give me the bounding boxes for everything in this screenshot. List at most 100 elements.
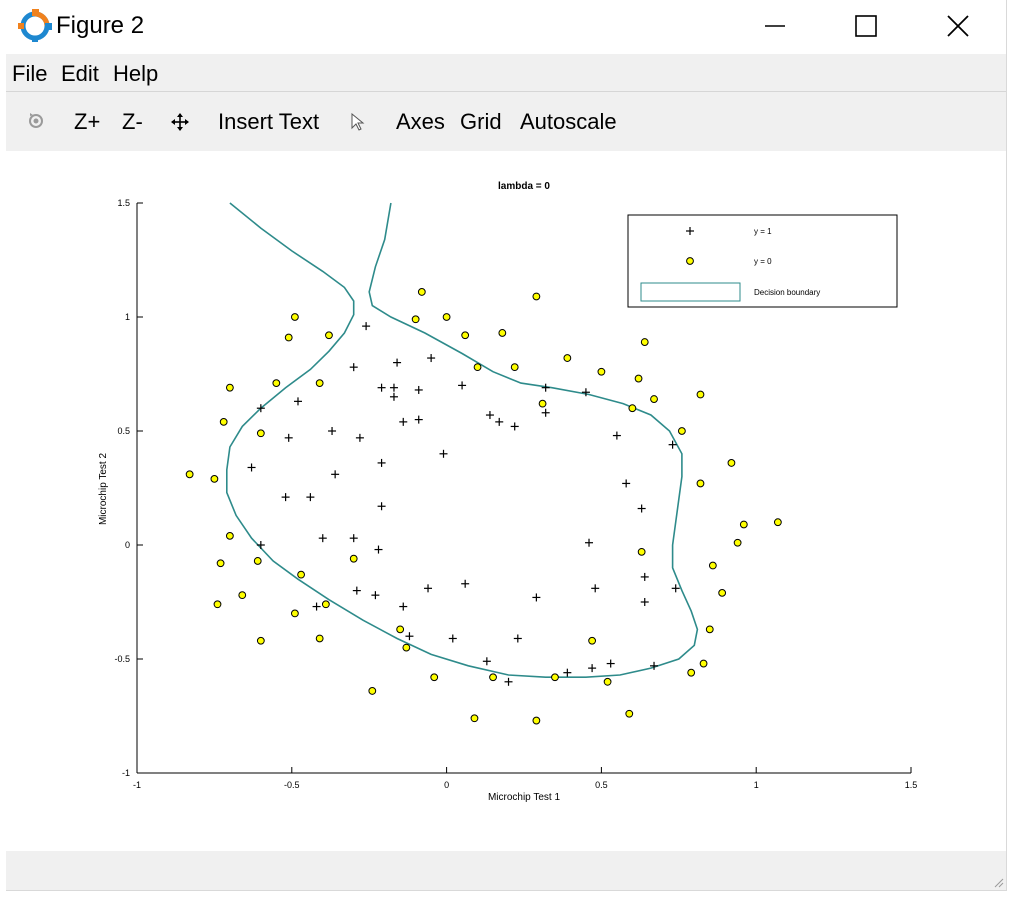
minimize-icon xyxy=(765,25,785,27)
pan-icon[interactable] xyxy=(170,112,190,132)
negative-point xyxy=(272,379,281,388)
menu-bar: File Edit Help xyxy=(6,54,1006,91)
close-icon xyxy=(947,15,969,37)
positive-point xyxy=(318,534,327,543)
positive-point xyxy=(671,584,680,593)
positive-point xyxy=(563,668,572,677)
positive-point xyxy=(606,659,615,668)
negative-point xyxy=(696,390,705,399)
positive-point xyxy=(461,579,470,588)
plot-area[interactable]: lambda = 0 Microchip Test 1 Microchip Te… xyxy=(6,151,1006,851)
negative-point xyxy=(634,374,643,383)
title-bar[interactable]: Figure 2 xyxy=(6,0,1006,54)
positive-point xyxy=(439,449,448,458)
y-tick-label: 1.5 xyxy=(117,198,130,208)
rotate-icon[interactable] xyxy=(27,112,45,130)
negative-point xyxy=(705,625,714,634)
insert-text-button[interactable]: Insert Text xyxy=(218,109,320,134)
negative-point xyxy=(256,429,265,438)
positive-point xyxy=(424,584,433,593)
negative-point xyxy=(696,479,705,488)
negative-point xyxy=(597,367,606,376)
negative-point xyxy=(315,634,324,643)
positive-point xyxy=(414,415,423,424)
positive-point xyxy=(640,572,649,581)
positive-point xyxy=(284,433,293,442)
toolbar: Z+ Z- Insert Text Axes Grid Autoscale xyxy=(6,91,1006,152)
legend-entry: y = 0 xyxy=(686,257,772,266)
positive-point xyxy=(405,632,414,641)
negative-point xyxy=(238,591,247,600)
negative-point xyxy=(185,470,194,479)
legend-entry: Decision boundary xyxy=(640,282,820,302)
positive-point xyxy=(256,541,265,549)
zoom-in-button[interactable]: Z+ xyxy=(74,109,101,134)
negative-point xyxy=(290,609,299,618)
autoscale-button[interactable]: Autoscale xyxy=(520,109,617,134)
negative-point xyxy=(510,363,519,372)
negative-point xyxy=(396,625,405,634)
menu-edit[interactable]: Edit xyxy=(61,61,99,86)
menu-file[interactable]: File xyxy=(12,61,48,86)
positive-point xyxy=(349,363,358,372)
negative-point xyxy=(650,395,658,403)
positive-point xyxy=(281,493,290,502)
axes-button[interactable]: Axes xyxy=(396,109,445,134)
negative-point xyxy=(687,668,696,677)
decision-boundary-line xyxy=(226,202,699,678)
positive-point xyxy=(328,427,337,435)
negative-point xyxy=(325,331,333,340)
x-tick-label: -1 xyxy=(133,780,141,790)
close-button[interactable] xyxy=(935,8,981,44)
resize-grip-icon[interactable] xyxy=(992,876,1004,888)
positive-point xyxy=(377,383,386,392)
zoom-out-button[interactable]: Z- xyxy=(122,109,143,134)
negative-point xyxy=(640,338,649,346)
maximize-button[interactable] xyxy=(843,8,889,44)
positive-point xyxy=(541,408,550,417)
negative-point xyxy=(733,538,742,547)
menu-help[interactable]: Help xyxy=(113,61,159,86)
positive-point xyxy=(513,634,522,643)
legend-label: y = 1 xyxy=(754,227,772,236)
negative-point xyxy=(532,716,541,725)
positive-point xyxy=(532,593,541,602)
select-pointer-icon[interactable] xyxy=(351,113,365,131)
negative-point xyxy=(411,315,420,324)
negative-point xyxy=(368,687,377,695)
negative-point xyxy=(637,547,646,556)
grid-button[interactable]: Grid xyxy=(460,109,502,134)
minimize-button[interactable] xyxy=(752,8,798,44)
negative-point xyxy=(225,383,234,392)
positive-point xyxy=(349,534,358,543)
positive-point xyxy=(612,431,621,440)
left-edge xyxy=(0,0,6,898)
scatter-chart[interactable]: lambda = 0 Microchip Test 1 Microchip Te… xyxy=(6,151,1006,851)
legend-label: Decision boundary xyxy=(754,288,820,297)
negative-point xyxy=(603,677,612,686)
negative-point xyxy=(442,313,451,321)
negative-point xyxy=(489,673,497,682)
y-tick-label: 1 xyxy=(125,312,130,322)
negative-point xyxy=(210,474,219,483)
negative-point xyxy=(773,518,782,527)
positive-point xyxy=(352,586,361,595)
figure-window: Figure 2 File Edit Help Z+ Z- Insert Tex… xyxy=(6,0,1007,891)
negative-point xyxy=(213,600,222,609)
positive-point xyxy=(256,404,265,413)
positive-point xyxy=(389,392,398,401)
negative-point xyxy=(699,659,708,668)
positive-point xyxy=(312,602,321,611)
negative-point xyxy=(253,557,262,565)
positive-point xyxy=(585,538,594,547)
chart-title: lambda = 0 xyxy=(498,181,550,192)
negative-point xyxy=(417,288,426,296)
positive-point xyxy=(362,322,371,331)
positive-point xyxy=(482,657,491,666)
negative-point xyxy=(321,600,330,609)
negative-point xyxy=(739,520,748,529)
positive-point xyxy=(414,385,423,394)
legend-entry: y = 1 xyxy=(686,227,772,236)
positive-point xyxy=(399,417,408,426)
negative-point xyxy=(349,554,358,563)
